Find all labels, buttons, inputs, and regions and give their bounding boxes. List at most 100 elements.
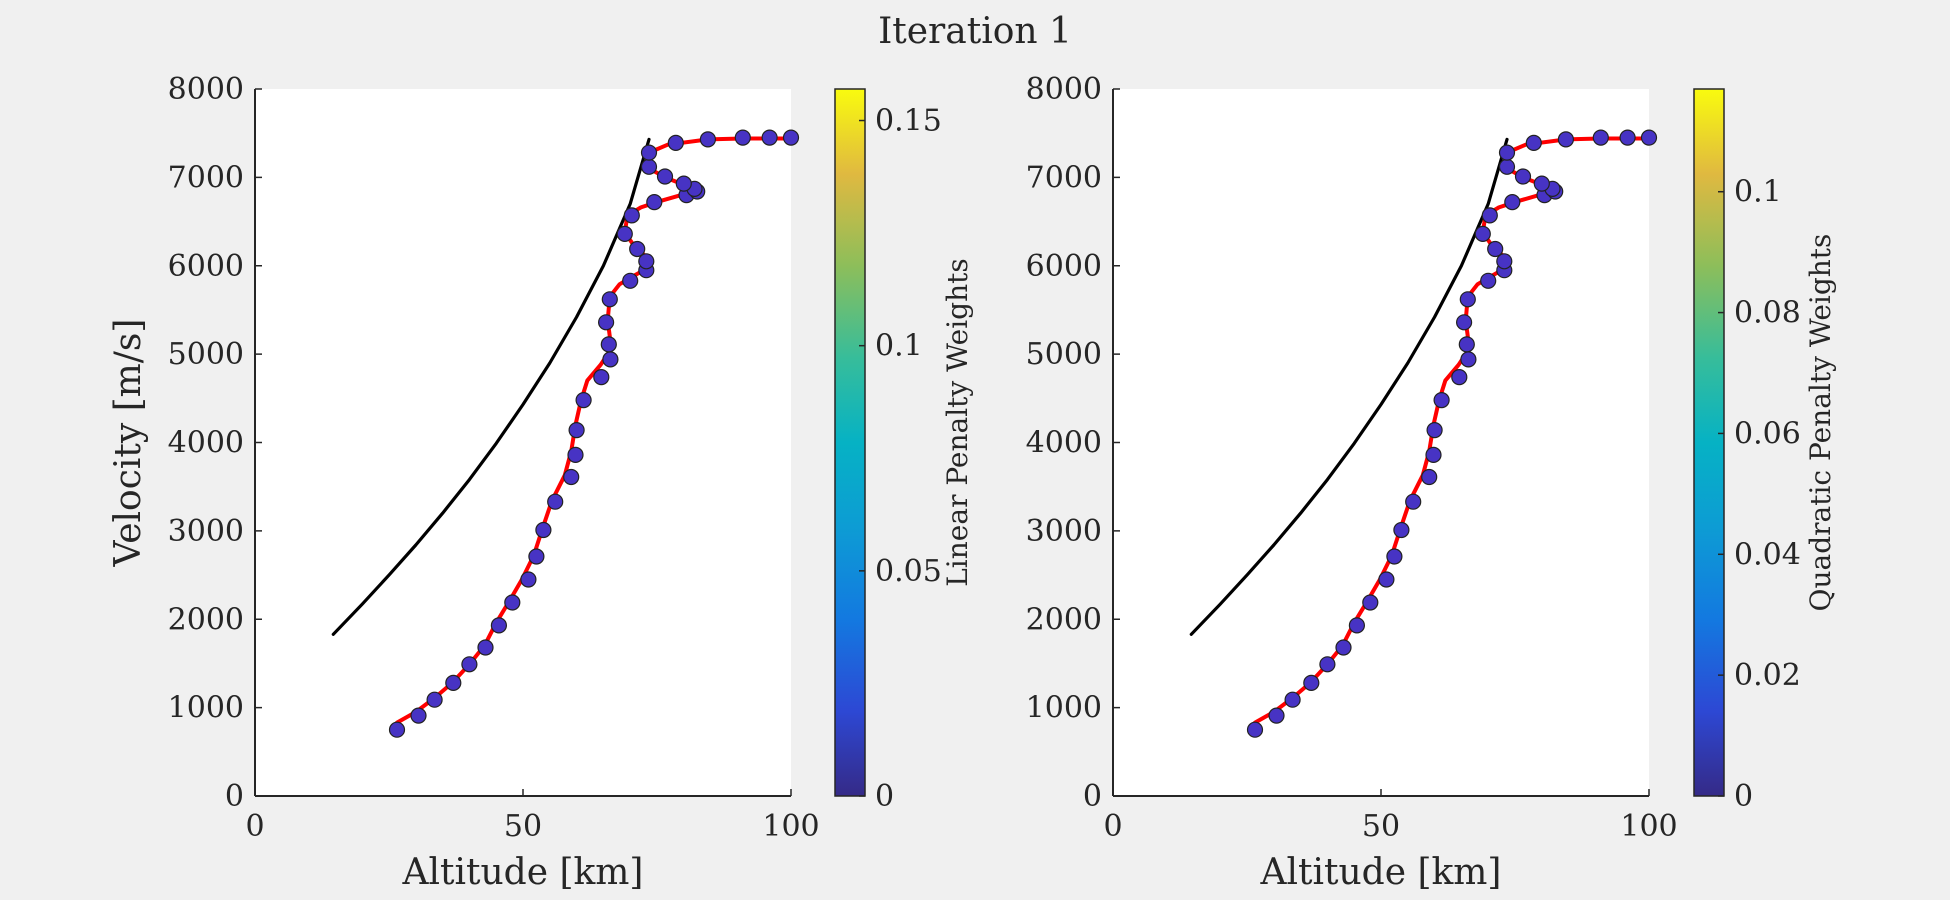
penalty-point [1498,158,1516,175]
y-tick-label: 0 [225,779,244,814]
penalty-point [1433,392,1450,409]
penalty-point [593,369,610,386]
reference-curve [331,137,651,636]
figure-title: Iteration 1 [878,11,1072,52]
y-tick-label: 4000 [1026,426,1102,461]
colorbar-tick-label: 0 [1734,779,1753,814]
colorbar-tick-label: 0.04 [1734,537,1801,572]
penalty-point [567,446,584,463]
penalty-point [528,548,545,565]
y-tick-label: 5000 [1026,337,1102,372]
penalty-point [629,240,646,258]
penalty-point [622,272,639,289]
chart-panel-linear: 0 50 100010002000300040005000600070008000A… [108,72,974,893]
penalty-point [782,129,800,146]
penalty-point [1480,272,1497,289]
penalty-point [1451,369,1468,386]
penalty-point [563,468,580,486]
colorbar-tick-label: 0.08 [1734,296,1801,331]
x-tick-label: 100 [1620,809,1677,844]
penalty-point [734,129,751,146]
x-tick-label: 0 [1103,809,1122,844]
penalty-point [602,351,619,368]
y-tick-label: 1000 [168,691,244,726]
penalty-point [1474,225,1491,242]
penalty-point [1481,207,1498,224]
y-tick-label: 3000 [1026,514,1102,549]
colorbar-tick-label: 0.05 [875,554,942,589]
chart-panel-quadratic: 0 50 100010002000300040005000600070008000A… [1026,72,1837,893]
plot-area [1113,89,1649,796]
penalty-point [597,314,615,331]
y-axis-label: Velocity [m/s] [108,319,149,568]
penalty-point [600,336,617,353]
penalty-point [1246,721,1264,738]
penalty-point [1284,691,1301,708]
y-tick-label: 8000 [1026,72,1102,107]
x-tick-label: 50 [1362,809,1400,844]
penalty-point [504,594,521,611]
penalty-point [1460,351,1477,368]
penalty-point [640,144,658,161]
penalty-point [410,707,427,724]
x-axis-label: Altitude [km] [1260,852,1502,893]
penalty-point [445,674,462,692]
penalty-point [426,691,443,708]
penalty-point [1498,144,1516,161]
penalty-point [761,129,778,146]
x-tick-label: 100 [762,809,819,844]
colorbar-tick-label: 0.15 [875,104,942,139]
penalty-point [1405,493,1422,510]
penalty-point [1592,129,1609,146]
y-tick-label: 1000 [1026,691,1102,726]
colorbar-tick-label: 0.02 [1734,658,1801,693]
penalty-point [575,392,592,409]
penalty-point [1335,639,1352,656]
penalty-point [646,194,663,211]
penalty-point [640,158,658,175]
plot-area [255,89,791,796]
penalty-point [1348,617,1366,634]
penalty-point [1640,129,1658,146]
penalty-point [1393,521,1410,539]
y-tick-label: 3000 [168,514,244,549]
reference-curve [1189,137,1509,636]
penalty-point [461,656,478,673]
colorbar-tick-label: 0.06 [1734,416,1801,451]
penalty-point [1504,194,1521,211]
colorbar-label: Quadratic Penalty Weights [1804,234,1837,612]
penalty-point [667,134,684,151]
y-tick-label: 4000 [168,426,244,461]
x-axis-label: Altitude [km] [402,852,644,893]
y-tick-label: 7000 [168,160,244,195]
penalty-point [1421,468,1438,486]
colorbar-tick-label: 0 [875,779,894,814]
penalty-point [1557,131,1575,148]
penalty-point [638,253,655,270]
penalty-point [568,422,585,439]
penalty-point [1303,674,1320,692]
colorbar [834,88,866,797]
y-tick-label: 6000 [1026,249,1102,284]
penalty-point [656,168,674,185]
y-tick-label: 8000 [168,72,244,107]
penalty-point [520,571,537,588]
penalty-point [477,639,494,656]
penalty-point [1458,336,1475,353]
penalty-point [1319,656,1336,673]
penalty-point [535,521,552,539]
colorbar-tick-label: 0.1 [875,329,923,364]
penalty-point [675,175,692,192]
penalty-point [1487,240,1504,258]
penalty-point [1386,548,1403,565]
penalty-point [1268,707,1285,724]
colorbar-tick-label: 0.1 [1734,175,1782,210]
penalty-point [547,493,564,510]
penalty-point [1525,134,1542,151]
colorbar [1693,88,1725,797]
y-tick-label: 2000 [1026,602,1102,637]
penalty-point [1619,129,1636,146]
y-tick-label: 7000 [1026,160,1102,195]
penalty-point [601,291,618,308]
